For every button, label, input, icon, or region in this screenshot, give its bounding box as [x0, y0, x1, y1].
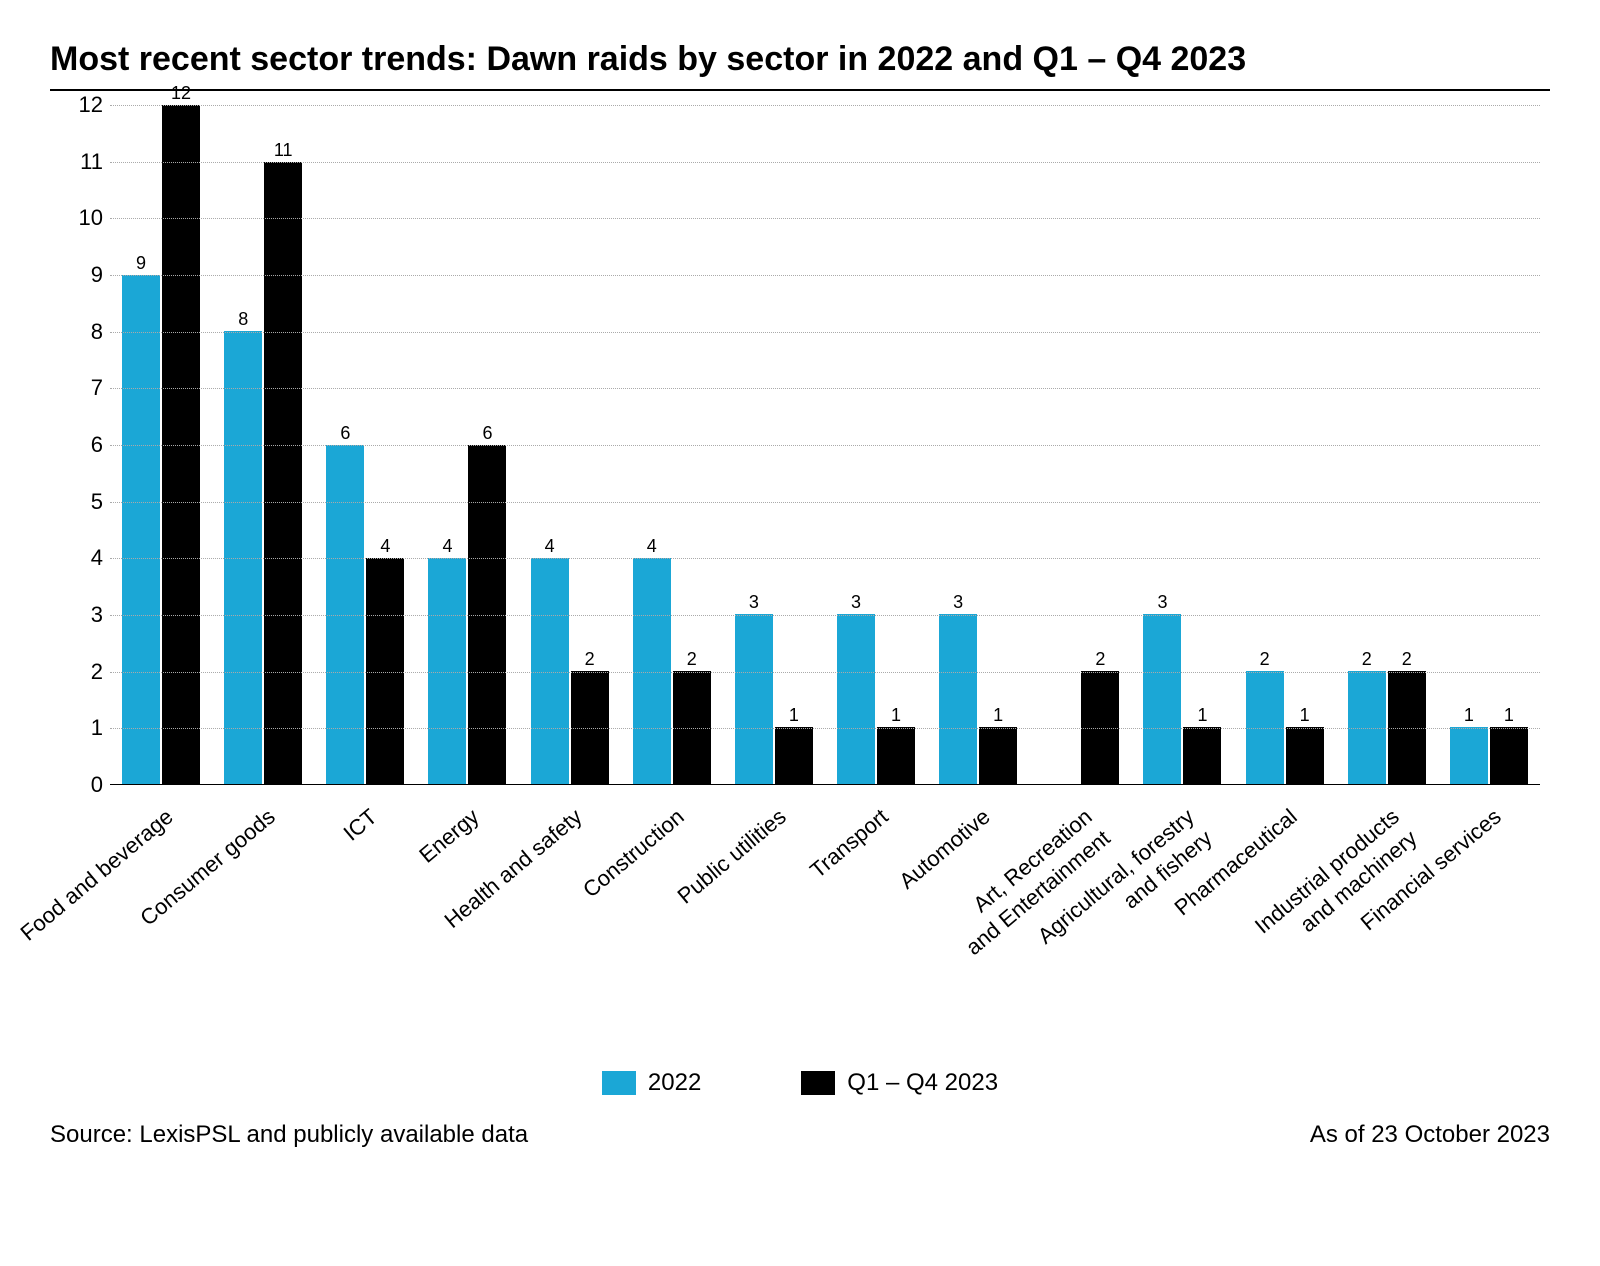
y-tick-label: 2	[65, 659, 103, 685]
bar-value-label: 3	[953, 592, 963, 613]
chart-container: Most recent sector trends: Dawn raids by…	[50, 40, 1550, 1149]
y-tick-label: 4	[65, 545, 103, 571]
bar-value-label: 1	[891, 705, 901, 726]
bar: 9	[122, 275, 160, 784]
bar-value-label: 1	[1300, 705, 1310, 726]
bar: 1	[979, 727, 1017, 784]
bar-value-label: 2	[1260, 649, 1270, 670]
gridline	[110, 728, 1540, 729]
bar-value-label: 11	[274, 140, 293, 161]
bar: 3	[735, 614, 773, 784]
chart-title: Most recent sector trends: Dawn raids by…	[50, 40, 1550, 91]
legend-label: 2022	[648, 1069, 701, 1097]
bar-value-label: 4	[647, 536, 657, 557]
bar-value-label: 12	[171, 83, 191, 104]
y-tick-label: 7	[65, 375, 103, 401]
bar-value-label: 3	[851, 592, 861, 613]
x-label-slot: Transport	[825, 785, 927, 1065]
legend-swatch	[801, 1071, 835, 1095]
bar: 1	[1286, 727, 1324, 784]
bar-value-label: 6	[340, 423, 350, 444]
x-label-slot: Industrial products and machinery	[1336, 785, 1438, 1065]
bar: 1	[1490, 727, 1528, 784]
x-label-slot: Financial services	[1438, 785, 1540, 1065]
x-label-slot: Construction	[621, 785, 723, 1065]
chart-footer: Source: LexisPSL and publicly available …	[50, 1121, 1550, 1149]
gridline	[110, 445, 1540, 446]
bar-value-label: 4	[545, 536, 555, 557]
bar-value-label: 1	[1197, 705, 1207, 726]
x-label-slot: Consumer goods	[212, 785, 314, 1065]
gridline	[110, 105, 1540, 106]
gridline	[110, 615, 1540, 616]
bar: 3	[837, 614, 875, 784]
bar-value-label: 6	[482, 423, 492, 444]
x-label-slot: Energy	[416, 785, 518, 1065]
gridline	[110, 388, 1540, 389]
x-axis-labels: Food and beverageConsumer goods ICT Energy…	[110, 785, 1540, 1065]
legend: 2022 Q1 – Q4 2023	[50, 1069, 1550, 1097]
y-tick-label: 5	[65, 489, 103, 515]
y-tick-label: 10	[65, 205, 103, 231]
bar-value-label: 2	[1362, 649, 1372, 670]
bar-value-label: 4	[380, 536, 390, 557]
y-tick-label: 8	[65, 319, 103, 345]
y-tick-label: 0	[65, 772, 103, 798]
y-tick-label: 9	[65, 262, 103, 288]
bar: 11	[264, 162, 302, 784]
gridline	[110, 332, 1540, 333]
bar: 3	[939, 614, 977, 784]
y-tick-label: 1	[65, 715, 103, 741]
bar-value-label: 1	[1504, 705, 1514, 726]
x-axis-label: ICT	[338, 803, 383, 847]
source-text: Source: LexisPSL and publicly available …	[50, 1121, 528, 1149]
bar-value-label: 2	[585, 649, 595, 670]
bar-value-label: 2	[1402, 649, 1412, 670]
gridline	[110, 558, 1540, 559]
y-tick-label: 12	[65, 92, 103, 118]
gridline	[110, 162, 1540, 163]
bar: 1	[1450, 727, 1488, 784]
bar: 1	[877, 727, 915, 784]
y-tick-label: 3	[65, 602, 103, 628]
bar-value-label: 3	[749, 592, 759, 613]
legend-item-2023: Q1 – Q4 2023	[801, 1069, 998, 1097]
bar: 3	[1143, 614, 1181, 784]
as-of-text: As of 23 October 2023	[1310, 1121, 1550, 1149]
legend-label: Q1 – Q4 2023	[847, 1069, 998, 1097]
bar: 1	[775, 727, 813, 784]
bar-value-label: 2	[1095, 649, 1105, 670]
bar-value-label: 2	[687, 649, 697, 670]
bar-value-label: 4	[442, 536, 452, 557]
gridline	[110, 502, 1540, 503]
gridline	[110, 672, 1540, 673]
bar-value-label: 1	[789, 705, 799, 726]
x-label-slot: Agricultural, forestry and fishery	[1131, 785, 1233, 1065]
legend-swatch	[602, 1071, 636, 1095]
bar: 1	[1183, 727, 1221, 784]
bar-value-label: 3	[1157, 592, 1167, 613]
bar-value-label: 8	[238, 309, 248, 330]
gridline	[110, 275, 1540, 276]
plot-area: 91281164464242313131231212211 0123456789…	[110, 105, 1540, 785]
x-axis-label: Energy	[414, 803, 485, 869]
y-tick-label: 11	[65, 149, 103, 175]
x-label-slot: Public utilities	[723, 785, 825, 1065]
x-label-slot: ICT	[314, 785, 416, 1065]
gridline	[110, 218, 1540, 219]
legend-item-2022: 2022	[602, 1069, 701, 1097]
x-label-slot: Food and beverage	[110, 785, 212, 1065]
y-tick-label: 6	[65, 432, 103, 458]
x-label-slot: Health and safety	[519, 785, 621, 1065]
bar-value-label: 1	[993, 705, 1003, 726]
bar-value-label: 1	[1464, 705, 1474, 726]
bar-value-label: 9	[136, 253, 146, 274]
